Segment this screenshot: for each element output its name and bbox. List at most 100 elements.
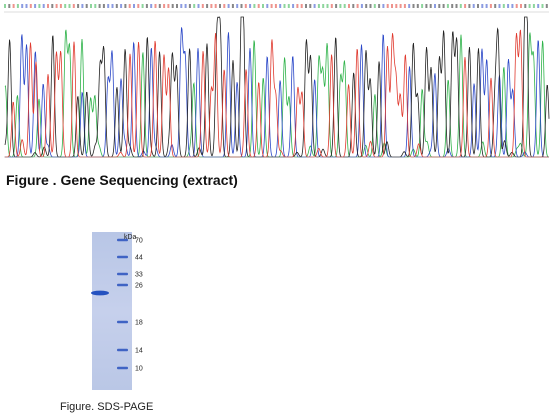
base-call-mark [274, 4, 277, 8]
base-call-mark [90, 4, 92, 8]
sequencing-chromatogram [0, 0, 553, 162]
base-call-mark [373, 4, 376, 8]
base-call-mark [227, 4, 230, 8]
base-call-mark [115, 4, 118, 8]
base-call-mark [442, 4, 445, 8]
base-call-mark [42, 4, 45, 8]
base-call-mark [223, 4, 226, 8]
base-call-mark [55, 4, 58, 8]
base-call-mark [429, 4, 432, 8]
base-call-mark [25, 4, 28, 8]
base-call-mark [188, 4, 191, 8]
marker-band [117, 272, 128, 276]
base-call-mark [4, 4, 6, 8]
base-call-mark [541, 4, 544, 8]
base-call-mark [412, 4, 415, 8]
sequencing-caption: Figure . Gene Sequencing (extract) [6, 172, 238, 188]
base-call-mark [180, 4, 183, 8]
base-call-mark [283, 4, 286, 8]
base-call-mark [378, 4, 381, 8]
base-call-mark [38, 4, 41, 8]
base-call-mark [171, 4, 174, 8]
base-call-mark [520, 4, 522, 8]
base-call-mark [98, 4, 101, 8]
base-call-mark [16, 4, 19, 8]
base-call-mark [154, 4, 157, 8]
base-call-mark [446, 4, 449, 8]
marker-label: 26 [135, 283, 143, 290]
base-call-mark [481, 4, 484, 8]
base-call-mark [77, 4, 80, 8]
base-call-mark [133, 4, 135, 8]
base-call-mark [524, 4, 527, 8]
base-call-mark [335, 4, 338, 8]
base-call-mark [249, 4, 252, 8]
base-call-mark [102, 4, 105, 8]
base-call-mark [72, 4, 75, 8]
base-call-mark [408, 4, 411, 8]
base-call-mark [317, 4, 320, 8]
marker-label: 14 [135, 348, 143, 355]
base-call-mark [425, 4, 428, 8]
marker-labels: 70 44 33 26 18 14 10 [135, 238, 143, 373]
base-call-mark [386, 4, 389, 8]
base-call-mark [145, 4, 148, 8]
base-call-mark [184, 4, 187, 8]
base-call-mark [81, 4, 84, 8]
marker-band [117, 238, 128, 242]
base-call-mark [451, 4, 454, 8]
base-call-mark [507, 4, 510, 8]
base-call-mark [348, 4, 350, 8]
base-call-mark [403, 4, 406, 8]
base-call-mark [8, 4, 11, 8]
base-call-mark [322, 4, 325, 8]
base-call-mark [532, 4, 535, 8]
base-call-mark [369, 4, 372, 8]
base-call-mark [455, 4, 458, 8]
base-call-mark [257, 4, 260, 8]
base-call-mark [210, 4, 213, 8]
base-call-mark [477, 4, 479, 8]
base-call-mark [51, 4, 54, 8]
marker-band [117, 283, 128, 287]
marker-label: 33 [135, 272, 143, 279]
sds-page-gel: kDa 70 44 33 26 18 14 10 [91, 232, 143, 390]
marker-label: 44 [135, 255, 143, 262]
base-call-mark [128, 4, 131, 8]
base-call-mark [231, 4, 234, 8]
base-call-mark [158, 4, 161, 8]
base-call-mark [472, 4, 475, 8]
base-call-mark [313, 4, 316, 8]
base-call-mark [343, 4, 346, 8]
base-call-mark [266, 4, 269, 8]
base-call-mark [236, 4, 239, 8]
base-call-mark [515, 4, 518, 8]
base-call-mark [305, 4, 307, 8]
base-call-mark [485, 4, 488, 8]
base-call-mark [111, 4, 114, 8]
base-call-mark [434, 4, 436, 8]
marker-bands [117, 238, 128, 370]
base-call-mark [292, 4, 295, 8]
base-call-mark [494, 4, 497, 8]
base-call-mark [399, 4, 402, 8]
base-call-mark [382, 4, 385, 8]
base-call-mark [59, 4, 62, 8]
base-call-mark [545, 4, 548, 8]
base-call-mark [489, 4, 492, 8]
base-call-mark [287, 4, 290, 8]
base-call-mark [330, 4, 333, 8]
base-call-mark [120, 4, 123, 8]
base-call-mark [502, 4, 505, 8]
base-call-mark [197, 4, 200, 8]
base-call-mark [511, 4, 514, 8]
base-call-mark [137, 4, 140, 8]
base-call-mark [85, 4, 88, 8]
base-call-mark [21, 4, 24, 8]
base-call-mark [64, 4, 67, 8]
base-call-mark [107, 4, 110, 8]
base-call-mark [244, 4, 247, 8]
base-call-mark [29, 4, 32, 8]
marker-band [117, 255, 128, 259]
marker-band [117, 320, 128, 324]
